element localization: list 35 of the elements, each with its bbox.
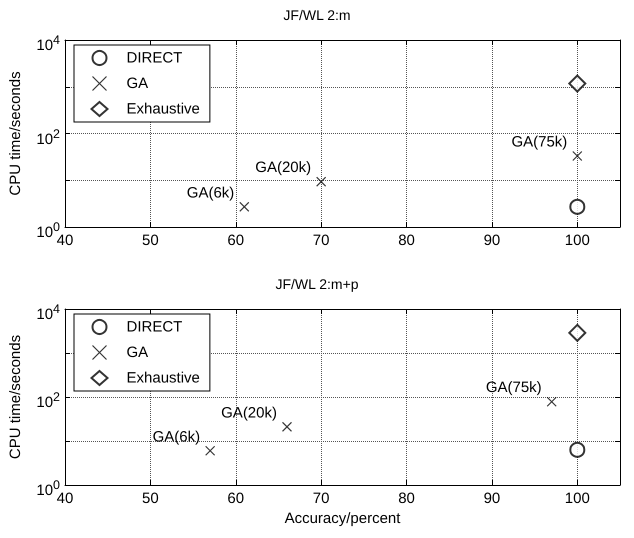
legend-label: GA — [126, 344, 148, 361]
x-tick-label: 80 — [398, 490, 415, 507]
chart-title: JF/WL 2:m — [283, 7, 351, 23]
x-tick-label: 60 — [227, 232, 244, 249]
y-tick-label: 10$^{2}$ — [36, 126, 60, 150]
legend-label: Exhaustive — [126, 370, 200, 386]
x-tick-label: 90 — [484, 490, 500, 507]
y-tick-label: 10$^{4}$ — [36, 301, 60, 325]
legend-label: Exhaustive — [126, 100, 200, 118]
annotation: GA(75k) — [511, 134, 568, 151]
x-tick-label: 100 — [564, 232, 590, 249]
x-tick-label: 40 — [56, 232, 74, 249]
y-axis-title: CPU time/seconds — [7, 71, 24, 196]
y-axis-title: CPU time/seconds — [7, 334, 24, 460]
x-tick-label: 70 — [312, 232, 330, 249]
legend-label: GA — [126, 75, 148, 92]
y-tick-label: 10$^{2}$ — [36, 389, 60, 413]
x-axis-title: Accuracy/percent — [284, 510, 402, 527]
x-tick-label: 100 — [564, 490, 590, 507]
y-tick-label: 10$^{4}$ — [36, 32, 60, 56]
x-tick-label: 50 — [142, 232, 159, 249]
x-tick-label: 80 — [398, 232, 415, 249]
legend-label: DIRECT — [126, 50, 182, 66]
legend-label: DIRECT — [126, 318, 182, 336]
x-tick-label: 50 — [142, 490, 159, 507]
annotation: GA(75k) — [486, 379, 542, 396]
x-tick-label: 60 — [227, 490, 244, 507]
x-tick-label: 40 — [56, 490, 74, 507]
x-tick-label: 70 — [312, 490, 330, 507]
chart-title: JF/WL 2:m+p — [275, 276, 359, 292]
x-tick-label: 90 — [484, 232, 500, 249]
annotation: GA(6k) — [186, 184, 234, 202]
annotation: GA(6k) — [152, 428, 200, 446]
annotation: GA(20k) — [221, 404, 277, 422]
annotation: GA(20k) — [255, 159, 312, 176]
